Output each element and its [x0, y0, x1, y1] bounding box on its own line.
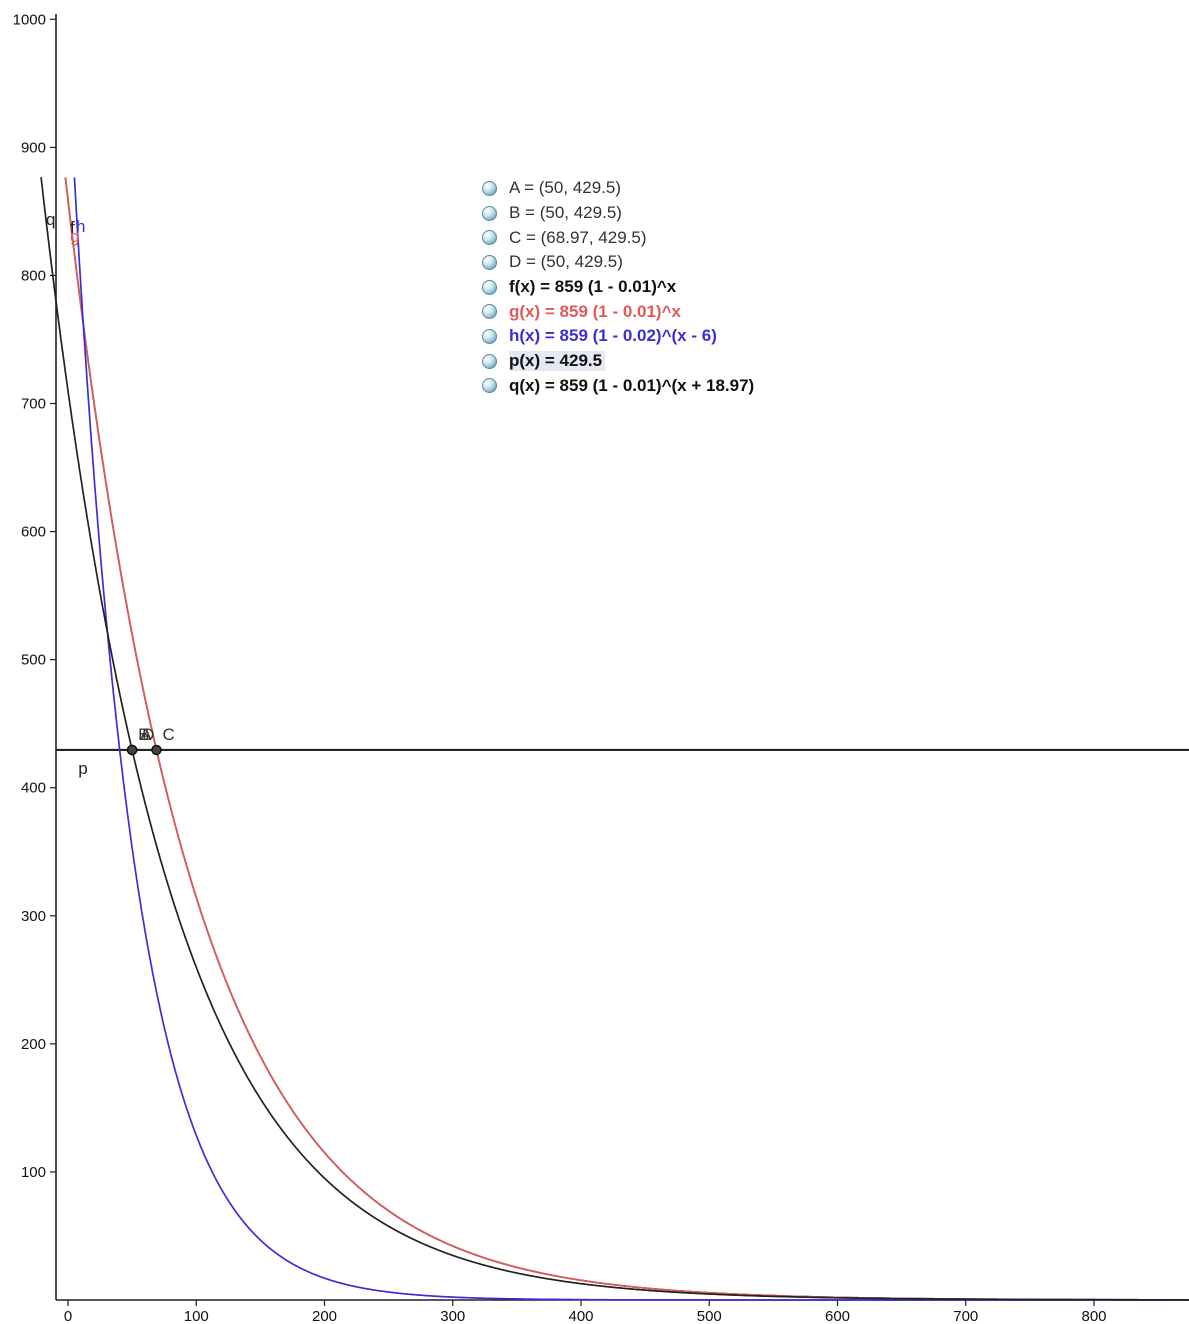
points	[126, 744, 162, 756]
algebra-expression: B = (50, 429.5)	[509, 203, 622, 223]
curve-labels: p fgh q AB CD	[46, 210, 175, 778]
x-tick-label: 0	[64, 1308, 72, 1324]
visibility-toggle-icon[interactable]	[482, 205, 497, 221]
point-label-D: D	[142, 725, 154, 744]
y-tick-label: 200	[21, 1036, 46, 1053]
point-label-C: C	[162, 725, 174, 744]
y-tick-label: 500	[21, 652, 46, 669]
label-f: f	[70, 218, 75, 237]
algebra-row[interactable]: g(x) = 859 (1 - 0.01)^x	[482, 299, 812, 324]
algebra-expression: C = (68.97, 429.5)	[509, 227, 647, 247]
algebra-row[interactable]: p(x) = 429.5	[482, 349, 812, 374]
curves	[40, 177, 1189, 1301]
point-C[interactable]	[151, 744, 162, 756]
visibility-toggle-icon[interactable]	[482, 254, 497, 270]
algebra-expression: g(x) = 859 (1 - 0.01)^x	[509, 301, 681, 321]
y-tick-label: 1000	[13, 11, 46, 28]
visibility-toggle-icon[interactable]	[482, 304, 497, 320]
y-tick-label: 400	[21, 780, 46, 797]
point-label-A: A	[140, 725, 152, 744]
visibility-toggle-icon[interactable]	[482, 378, 497, 394]
algebra-row[interactable]: h(x) = 859 (1 - 0.02)^(x - 6)	[482, 324, 812, 349]
y-tick-label: 300	[21, 908, 46, 925]
algebra-expression: q(x) = 859 (1 - 0.01)^(x + 18.97)	[509, 375, 755, 395]
algebra-row[interactable]: A = (50, 429.5)	[482, 176, 812, 201]
x-tick-label: 800	[1081, 1308, 1106, 1324]
algebra-row[interactable]: f(x) = 859 (1 - 0.01)^x	[482, 275, 812, 300]
x-tick-label: 200	[312, 1308, 337, 1324]
visibility-toggle-icon[interactable]	[482, 230, 497, 246]
algebra-expression: A = (50, 429.5)	[509, 178, 621, 198]
algebra-row[interactable]: D = (50, 429.5)	[482, 250, 812, 275]
algebra-expression: f(x) = 859 (1 - 0.01)^x	[509, 277, 677, 297]
y-tick-label: 100	[21, 1164, 46, 1181]
label-g: g	[70, 227, 79, 246]
point-D[interactable]	[126, 744, 138, 756]
algebra-expression: p(x) = 429.5	[509, 351, 606, 372]
x-tick-label: 400	[568, 1308, 593, 1324]
x-tick-label: 100	[184, 1308, 209, 1324]
algebra-row[interactable]: B = (50, 429.5)	[482, 201, 812, 226]
x-tick-label: 700	[953, 1308, 978, 1324]
visibility-toggle-icon[interactable]	[482, 180, 497, 196]
label-h: h	[76, 217, 85, 236]
algebra-row[interactable]: C = (68.97, 429.5)	[482, 225, 812, 250]
label-q: q	[46, 210, 55, 229]
axes: 100 200 300 400 500 600 700 800 900 1000 0 100 200 30…	[13, 11, 1189, 1324]
x-tick-label: 300	[440, 1308, 465, 1324]
y-tick-label: 600	[21, 524, 46, 541]
algebra-expression: D = (50, 429.5)	[509, 252, 623, 272]
label-p: p	[78, 759, 87, 778]
algebra-row[interactable]: q(x) = 859 (1 - 0.01)^(x + 18.97)	[482, 374, 812, 399]
visibility-toggle-icon[interactable]	[482, 353, 497, 369]
curve-q	[40, 177, 1189, 1301]
y-tick-label: 800	[21, 267, 46, 284]
y-tick-label: 900	[21, 139, 46, 156]
x-tick-label: 500	[697, 1308, 722, 1324]
point-label-B: B	[138, 725, 149, 744]
algebra-expression: h(x) = 859 (1 - 0.02)^(x - 6)	[509, 326, 717, 346]
x-tick-label: 600	[825, 1308, 850, 1324]
visibility-toggle-icon[interactable]	[482, 279, 497, 295]
algebra-view: A = (50, 429.5) B = (50, 429.5) C = (68.97…	[482, 176, 812, 398]
y-tick-label: 700	[21, 396, 46, 413]
visibility-toggle-icon[interactable]	[482, 328, 497, 344]
